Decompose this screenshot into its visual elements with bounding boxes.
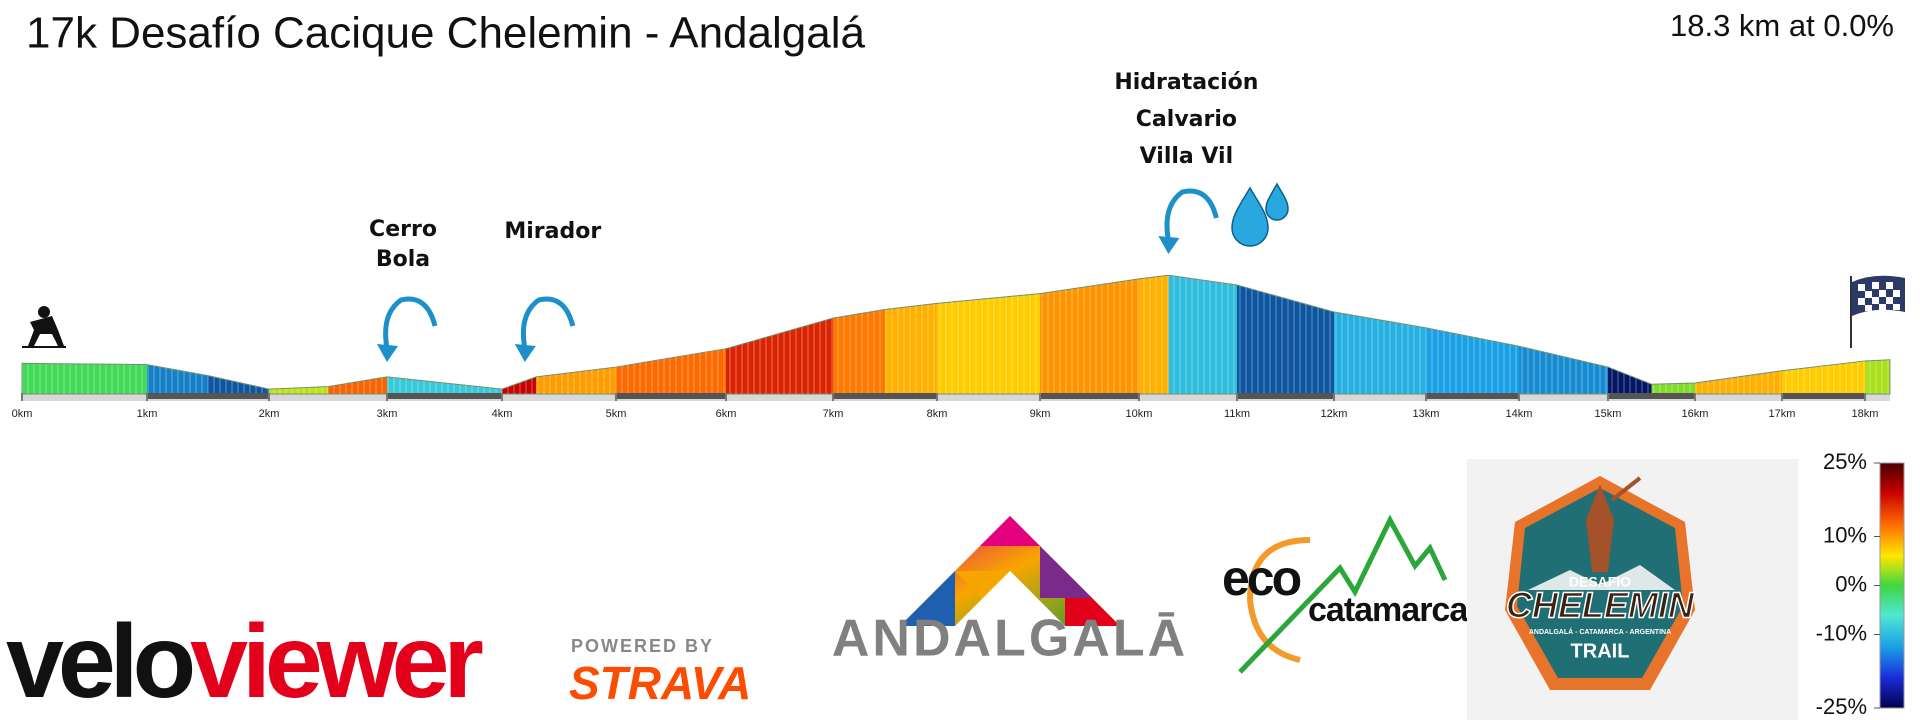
axis-segment (1782, 393, 1865, 399)
annotation-label: Hidratación (1114, 70, 1258, 95)
axis-segment (147, 393, 269, 399)
chelemin-desafio: DESAFIO (1569, 574, 1631, 590)
x-tick-label: 4km (492, 408, 513, 420)
x-tick-label: 1km (137, 408, 158, 420)
colorbar-tick-label: 0% (1835, 571, 1867, 596)
powered-by: POWERED BY (571, 636, 714, 656)
x-tick-label: 7km (823, 408, 844, 420)
x-tick-label: 11km (1224, 408, 1250, 420)
x-tick-label: 5km (606, 408, 627, 420)
axis-segment (1426, 393, 1519, 399)
chelemin-logo: DESAFIO CHELEMIN ANDALGALÁ - CATAMARCA -… (1467, 459, 1798, 720)
chart-title: 17k Desafío Cacique Chelemin - Andalgalá (26, 9, 865, 58)
x-tick-label: 2km (259, 408, 280, 420)
x-tick-label: 12km (1321, 408, 1348, 420)
chelemin-place: ANDALGALÁ - CATAMARCA - ARGENTINA (1529, 627, 1671, 636)
x-tick-label: 10km (1126, 408, 1153, 420)
colorbar-ticks: 25% 10% 0% -10% -25% (1816, 449, 1880, 719)
annotation-arrow (383, 296, 438, 349)
colorbar-tick-label: 25% (1823, 449, 1867, 474)
axis-segment (616, 393, 726, 399)
catamarca-text: catamarca (1308, 591, 1469, 629)
water-icon (1231, 182, 1289, 247)
logo-text: veloviewer (6, 604, 482, 720)
x-tick-label: 6km (716, 408, 737, 420)
axis-segment (833, 393, 937, 399)
chelemin-name: CHELEMIN (1506, 585, 1695, 626)
veloviewer-logo: veloviewer (6, 604, 488, 720)
annotation-label: Bola (376, 247, 430, 272)
colorbar (1879, 462, 1905, 709)
finish-flag (1850, 275, 1905, 348)
annotation-arrowhead (514, 344, 536, 362)
logo-viewer: viewer (190, 604, 482, 720)
annotation-arrow (520, 296, 576, 349)
annotation-arrowhead (377, 344, 398, 362)
chart-subtitle: 18.3 km at 0.0% (1670, 8, 1894, 43)
x-tick-label: 9km (1030, 408, 1051, 420)
x-tick-label: 0km (12, 408, 33, 420)
ecocatamarca-logo: eco catamarca (1222, 514, 1470, 674)
x-tick-label: 15km (1595, 408, 1622, 420)
annotation-label: Mirador (504, 219, 601, 244)
annotation-label: Cerro (369, 217, 437, 242)
x-tick-label: 18km (1852, 408, 1879, 420)
axis-strip (22, 393, 1890, 401)
strava-logo: POWERED BY STRAVA (569, 636, 751, 709)
chelemin-trail: TRAIL (1571, 640, 1630, 662)
start-icon (22, 306, 66, 348)
x-tick-label: 17km (1769, 408, 1796, 420)
x-tick-label: 3km (377, 408, 398, 420)
strava: STRAVA (569, 657, 751, 709)
elevation-chart: 0km 1km 2km 3km 4km 5km 6km 7km 8km 9km 10km 11km 12… (12, 70, 1891, 420)
colorbar-tick-label: -25% (1816, 694, 1867, 719)
axis-segment (1237, 393, 1334, 399)
colorbar-tick-label: -10% (1816, 620, 1867, 645)
annotation-arrowhead (1158, 236, 1180, 254)
axis-segment (1040, 393, 1139, 399)
x-tick-label: 13km (1413, 408, 1440, 420)
annotation-label: Calvario (1136, 107, 1237, 132)
elevation-area (21, 274, 1891, 395)
andalgala-text: ANDALGALĀ (832, 610, 1188, 668)
logo-velo: velo (6, 604, 193, 720)
axis-segment (1608, 393, 1695, 399)
axis-segment (387, 393, 502, 399)
andalgala-logo: ANDALGALĀ (832, 516, 1188, 668)
colorbar-tick-label: 10% (1823, 522, 1867, 547)
x-tick-label: 14km (1506, 408, 1533, 420)
x-tick-label: 16km (1682, 408, 1709, 420)
annotation-arrow (1164, 188, 1219, 241)
x-tick-label: 8km (927, 408, 948, 420)
annotation-label: Villa Vil (1140, 144, 1234, 169)
eco-text: eco (1222, 550, 1301, 606)
